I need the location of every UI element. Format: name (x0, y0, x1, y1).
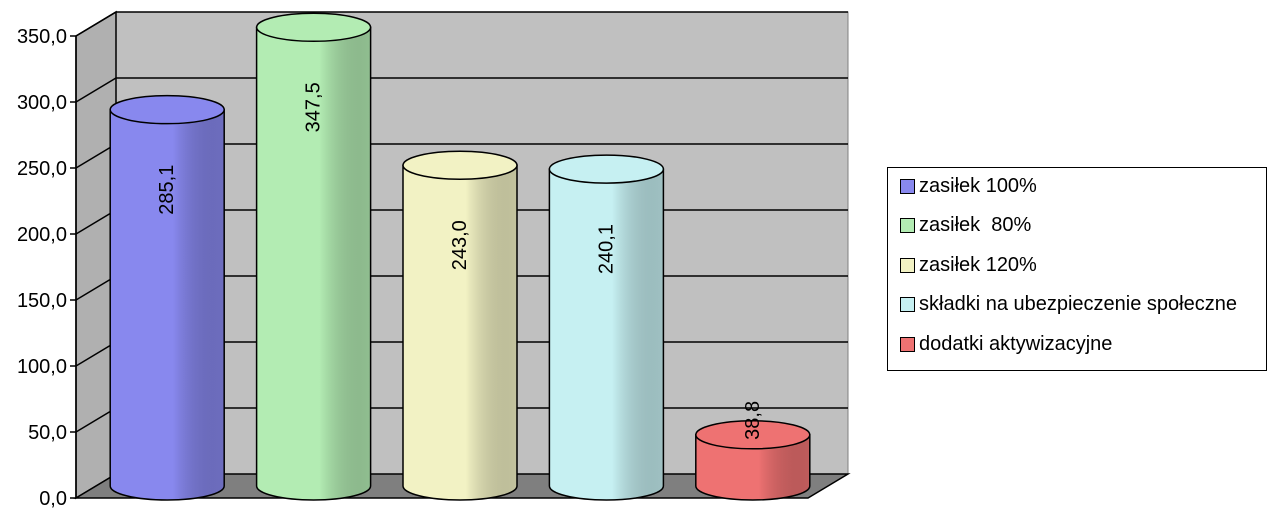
legend-swatch (900, 218, 915, 233)
bar-top (109, 94, 225, 125)
y-tick-label: 100,0 (17, 356, 67, 378)
bar: 347,5 (255, 12, 372, 501)
bar-shading (109, 108, 225, 501)
legend-label: zasiłek 100% (919, 174, 1037, 197)
legend-swatch (900, 178, 915, 194)
legend-swatch (900, 336, 915, 352)
legend-item: zasiłek 120% (900, 251, 1037, 279)
legend-label: składki na ubezpieczenie społeczne (919, 293, 1237, 315)
gridline (75, 11, 848, 37)
gridline (75, 77, 848, 103)
y-tick-label: 0,0 (39, 488, 67, 510)
bar-top (402, 150, 518, 180)
bar: 285,1 (109, 94, 225, 501)
data-label: 240,1 (595, 224, 617, 274)
legend-swatch (900, 257, 915, 273)
data-label: 243,0 (449, 220, 471, 270)
legend-swatch (900, 297, 915, 312)
bar: 38,8 (695, 401, 811, 501)
bar-top (255, 12, 372, 43)
legend-label: dodatki aktywizacyjne (919, 332, 1113, 355)
data-label: 285,1 (156, 165, 178, 215)
y-tick-label: 300,0 (17, 92, 67, 114)
bar-top (548, 154, 665, 184)
y-tick-label: 150,0 (17, 290, 67, 312)
bar-shading (255, 26, 372, 501)
legend: zasiłek 100% zasiłek 80% zasiłek 120% skład… (887, 167, 1267, 371)
data-label: 38,8 (742, 401, 764, 440)
bar-shading (402, 164, 518, 501)
y-tick-label: 350,0 (17, 26, 67, 48)
bar: 240,1 (548, 154, 665, 501)
legend-label: zasiłek 120% (919, 253, 1037, 276)
bar: 243,0 (402, 150, 518, 501)
y-tick-label: 50,0 (28, 422, 67, 444)
y-axis: 0,0 50,0 100,0 150,0 200,0 250,0 300,0 350,0 (17, 26, 77, 510)
data-label: 347,5 (303, 82, 325, 132)
y-tick-label: 200,0 (17, 224, 67, 246)
legend-item: składki na ubezpieczenie społeczne (900, 291, 1237, 319)
legend-item: zasiłek 100% (900, 172, 1037, 200)
legend-item: dodatki aktywizacyjne (900, 330, 1112, 358)
bar-top (695, 420, 811, 450)
bar-shading (548, 168, 665, 501)
y-tick-label: 250,0 (17, 158, 67, 180)
legend-label: zasiłek 80% (919, 214, 1032, 236)
bar-shading (695, 434, 811, 501)
legend-item: zasiłek 80% (900, 212, 1031, 240)
bars: 285,1 347,5 243,0 240,1 38,8 (109, 12, 811, 501)
